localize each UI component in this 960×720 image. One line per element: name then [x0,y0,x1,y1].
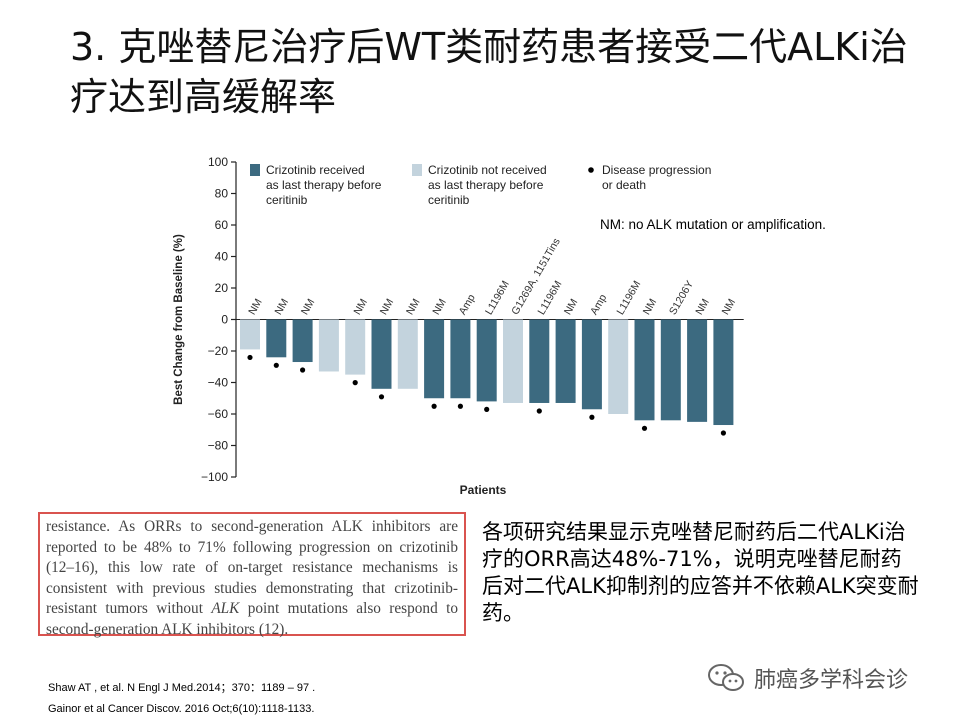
quote-text-part2: point mutations also respond to second-g… [46,600,458,638]
bar [424,319,445,399]
bar-annotation: NM [404,297,423,317]
y-tick-label: −60 [208,407,229,421]
bar-annotation: Amp [588,292,609,317]
bar [345,319,366,375]
bar-annotation: NM [693,297,712,317]
y-tick-label: −80 [208,439,229,453]
wechat-icon [708,664,744,691]
bar [660,319,681,421]
references: Shaw AT , et al. N Engl J Med.2014；370：1… [48,678,315,720]
progression-marker [484,406,490,412]
progression-marker [273,362,279,368]
bar [687,319,708,422]
progression-marker [352,380,358,386]
slide-title: 3. 克唑替尼治疗后WT类耐药患者接受二代ALKi治疗达到高缓解率 [70,25,908,119]
bar-annotation: NM [430,297,449,317]
bar [608,319,629,414]
bar-annotation: NM [378,297,397,317]
legend-label: Disease progression [602,163,711,177]
legend-label: as last therapy before [428,178,544,192]
legend-label: Crizotinib not received [428,163,547,177]
bar-annotation: NM [299,297,318,317]
bar-annotation: NM [246,297,265,317]
reference-2: Gainor et al Cancer Discov. 2016 Oct;6(1… [48,703,315,715]
bar-annotation: G1269A, 1151Tins [509,236,563,317]
legend-marker-progression [588,167,594,173]
y-axis-label: Best Change from Baseline (%) [173,234,185,405]
bar [713,319,734,426]
legend-label: or death [602,178,646,192]
bar [450,319,471,399]
bar [292,319,313,363]
bar-annotation: NM [562,297,581,317]
y-tick-label: 20 [215,281,229,295]
bar [476,319,497,402]
legend-swatch-received [250,164,260,176]
bar [634,319,655,421]
bar-annotation: L1196M [536,279,565,317]
progression-marker [589,414,595,420]
bar-annotation: NM [351,297,370,317]
bar-annotation: L1196M [614,279,643,317]
y-tick-label: 40 [215,250,229,264]
summary-text: 各项研究结果显示克唑替尼耐药后二代ALKi治疗的ORR高达48%-71%，说明克… [482,520,919,625]
bar [555,319,576,403]
bar-annotation: NM [273,297,292,317]
legend-label: ceritinib [428,193,470,207]
wechat-logo: 肺癌多学科会诊 [706,660,908,696]
bar [371,319,392,389]
bar [318,319,339,372]
y-tick-label: 60 [215,218,229,232]
bar-annotation: Amp [457,292,478,317]
progression-marker [641,425,648,431]
bar [529,319,550,403]
legend-label: ceritinib [266,193,308,207]
legend-label: as last therapy before [266,178,382,192]
progression-marker [247,354,253,361]
progression-marker [378,394,385,400]
legend-swatch-not-received [412,164,422,176]
bar-annotation: L1196M [483,279,512,317]
bar-annotation: S1206Y [667,279,696,317]
y-tick-label: 0 [221,313,228,327]
quoted-excerpt: resistance. As ORRs to second-generation… [38,512,466,638]
chart-note: NM: no ALK mutation or amplification. [600,217,826,232]
y-tick-label: 80 [215,187,229,201]
bar [397,319,418,389]
waterfall-chart: 100 80 60 40 20 0 −20 −40 −60 −80 −100 NM NM NM NM NM NM… [173,155,826,497]
logo-text: 肺癌多学科会诊 [754,668,909,693]
reference-1: Shaw AT , et al. N Engl J Med.2014；370：1… [48,682,316,694]
progression-marker [536,408,542,414]
quote-text-part1: resistance. As ORRs to second-generation… [46,518,458,617]
progression-marker [720,430,727,436]
y-tick-label: −100 [201,470,228,484]
bar-annotation: NM [720,297,739,317]
bar [240,319,260,350]
bar-annotation: NM [641,297,660,317]
progression-marker [431,403,437,409]
bar [503,319,523,403]
y-tick-label: 100 [208,155,228,169]
progression-marker [457,403,463,409]
legend-label: Crizotinib received [266,163,365,177]
progression-marker [300,367,306,373]
bar [266,319,287,358]
y-tick-label: −20 [208,344,229,358]
bar [581,319,602,410]
quote-italic-term: ALK [211,600,240,617]
y-tick-label: −40 [208,376,229,390]
x-axis-label: Patients [460,483,507,497]
